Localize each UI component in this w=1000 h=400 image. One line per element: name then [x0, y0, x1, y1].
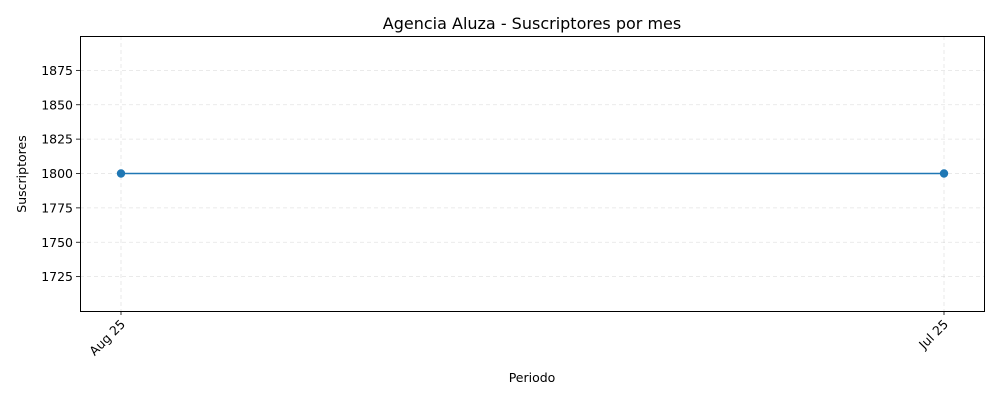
x-tick-label: Aug 25 [86, 317, 128, 359]
y-axis-label: Suscriptores [14, 135, 29, 212]
y-tick-label: 1775 [41, 200, 73, 215]
y-tick-label: 1750 [41, 235, 73, 250]
x-tick-label: Jul 25 [915, 317, 951, 353]
y-axis: 1725 1750 1775 1800 1825 1850 1875 [41, 63, 80, 284]
y-tick-label: 1800 [41, 166, 73, 181]
plot-frame [80, 36, 985, 312]
series [116, 169, 949, 178]
y-tick-label: 1875 [41, 63, 73, 78]
data-point [939, 169, 949, 178]
x-axis-label: Periodo [509, 370, 556, 385]
data-point [116, 169, 126, 178]
y-tick-label: 1825 [41, 132, 73, 147]
chart-title: Agencia Aluza - Suscriptores por mes [383, 14, 681, 33]
y-tick-label: 1850 [41, 97, 73, 112]
y-tick-label: 1725 [41, 269, 73, 284]
x-axis: Aug 25 Jul 25 [86, 311, 951, 358]
